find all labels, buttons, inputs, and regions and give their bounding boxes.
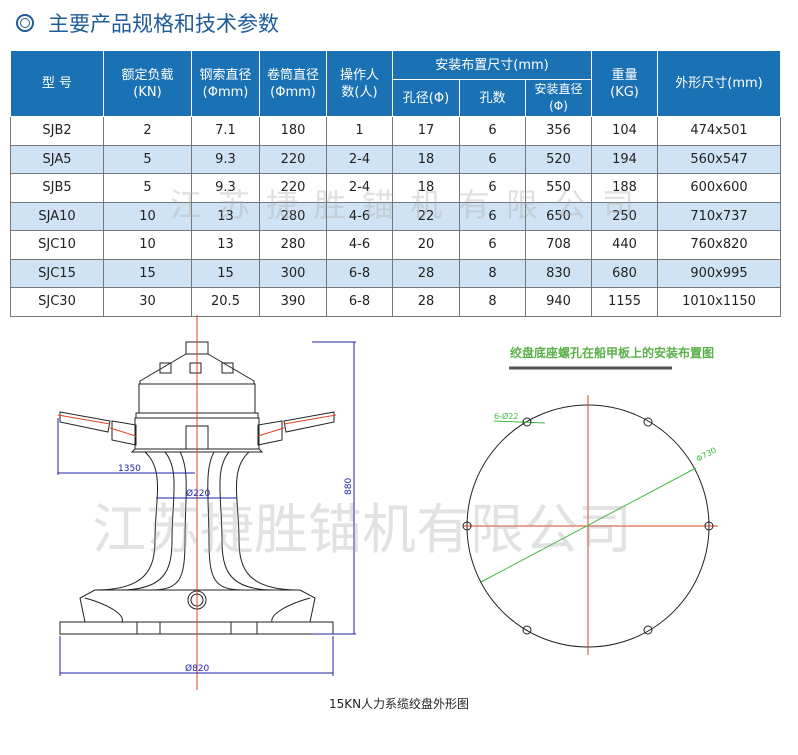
col-load: 额定负载 (KN) bbox=[103, 50, 192, 117]
table-cell: 830 bbox=[525, 258, 592, 288]
dim-880: 880 bbox=[344, 478, 354, 495]
col-install: 安装布置尺寸(mm) bbox=[392, 50, 592, 80]
table-cell: 13 bbox=[191, 201, 260, 231]
table-cell: 20 bbox=[392, 230, 460, 260]
table-cell: 520 bbox=[525, 144, 592, 174]
spec-table: 型 号 额定负载 (KN) 钢索直径 (Φmm) 卷筒直径 (Φmm) 操作人 数(人)… bbox=[10, 50, 781, 317]
table-cell: 6 bbox=[459, 230, 526, 260]
title-text: 主要产品规格和技术参数 bbox=[48, 12, 279, 36]
table-cell: 28 bbox=[392, 287, 460, 317]
table-cell: 18 bbox=[392, 144, 460, 174]
table-cell: 30 bbox=[103, 287, 192, 317]
table-cell: 940 bbox=[525, 287, 592, 317]
table-cell: 2-4 bbox=[326, 144, 393, 174]
table-cell: 680 bbox=[591, 258, 658, 288]
holes-label: 6-Ø22 bbox=[494, 411, 518, 421]
table-cell: 550 bbox=[525, 173, 592, 203]
col-size: 外形尺寸(mm) bbox=[657, 50, 781, 117]
table-cell: 250 bbox=[591, 201, 658, 231]
dimension-lines bbox=[57, 341, 356, 676]
table-row: SJC30 30 20.5 390 6-8 28 8 940 1155 1010x1150 bbox=[10, 287, 781, 317]
table-cell: 104 bbox=[591, 116, 658, 146]
table-cell: 6 bbox=[459, 201, 526, 231]
table-cell: 22 bbox=[392, 201, 460, 231]
diameter-label: Φ730 bbox=[695, 446, 718, 464]
table-cell: SJA10 bbox=[10, 201, 104, 231]
dim-220: Ø220 bbox=[186, 488, 211, 499]
table-cell: 4-6 bbox=[326, 201, 393, 231]
drawing-caption: 15KN人力系缆绞盘外形图 bbox=[328, 697, 470, 711]
table-cell: 5 bbox=[103, 173, 192, 203]
table-cell: SJC15 bbox=[10, 258, 104, 288]
table-row: SJA10 10 13 280 4-6 22 6 650 250 710x737 bbox=[10, 201, 781, 231]
table-cell: 1010x1150 bbox=[657, 287, 781, 317]
table-cell: 6-8 bbox=[326, 287, 393, 317]
table-cell: 9.3 bbox=[191, 173, 260, 203]
table-cell: 600x600 bbox=[657, 173, 781, 203]
table-cell: 220 bbox=[259, 173, 327, 203]
col-hole-n: 孔数 bbox=[459, 79, 526, 117]
table-cell: 8 bbox=[459, 258, 526, 288]
col-weight: 重量 (KG) bbox=[591, 50, 658, 117]
section-title: 主要产品规格和技术参数 bbox=[16, 8, 279, 38]
table-cell: 9.3 bbox=[191, 144, 260, 174]
table-row: SJA5 5 9.3 220 2-4 18 6 520 194 560x547 bbox=[10, 144, 781, 174]
col-hole-d: 孔径(Φ) bbox=[392, 79, 460, 117]
dim-820: Ø820 bbox=[185, 663, 210, 674]
circle-bullet-icon bbox=[16, 14, 34, 32]
col-install-d: 安装直径(Φ) bbox=[525, 79, 592, 117]
table-cell: 220 bbox=[259, 144, 327, 174]
table-cell: 650 bbox=[525, 201, 592, 231]
table-row: SJB5 5 9.3 220 2-4 18 6 550 188 600x600 bbox=[10, 173, 781, 203]
table-cell: 180 bbox=[259, 116, 327, 146]
table-cell: 10 bbox=[103, 230, 192, 260]
col-ops: 操作人 数(人) bbox=[326, 50, 393, 117]
table-cell: 10 bbox=[103, 201, 192, 231]
table-cell: 5 bbox=[103, 144, 192, 174]
table-cell: 1155 bbox=[591, 287, 658, 317]
table-cell: SJC30 bbox=[10, 287, 104, 317]
table-cell: SJA5 bbox=[10, 144, 104, 174]
table-cell: 708 bbox=[525, 230, 592, 260]
table-cell: 28 bbox=[392, 258, 460, 288]
col-model: 型 号 bbox=[10, 50, 104, 117]
table-cell: 760x820 bbox=[657, 230, 781, 260]
table-cell: 194 bbox=[591, 144, 658, 174]
table-cell: 15 bbox=[191, 258, 260, 288]
table-cell: SJB5 bbox=[10, 173, 104, 203]
table-cell: SJB2 bbox=[10, 116, 104, 146]
table-cell: 20.5 bbox=[191, 287, 260, 317]
table-cell: 15 bbox=[103, 258, 192, 288]
dim-1350: 1350 bbox=[118, 464, 141, 474]
table-row: SJB2 2 7.1 180 1 17 6 356 104 474x501 bbox=[10, 116, 781, 146]
table-cell: 4-6 bbox=[326, 230, 393, 260]
layout-drawing: 绞盘底座螺孔在船甲板上的安装布置图 Φ730 6-Ø22 bbox=[462, 345, 718, 655]
table-cell: 560x547 bbox=[657, 144, 781, 174]
col-drum: 卷筒直径 (Φmm) bbox=[259, 50, 327, 117]
layout-title: 绞盘底座螺孔在船甲板上的安装布置图 bbox=[510, 345, 714, 360]
table-cell: 6-8 bbox=[326, 258, 393, 288]
table-cell: 7.1 bbox=[191, 116, 260, 146]
table-cell: 17 bbox=[392, 116, 460, 146]
